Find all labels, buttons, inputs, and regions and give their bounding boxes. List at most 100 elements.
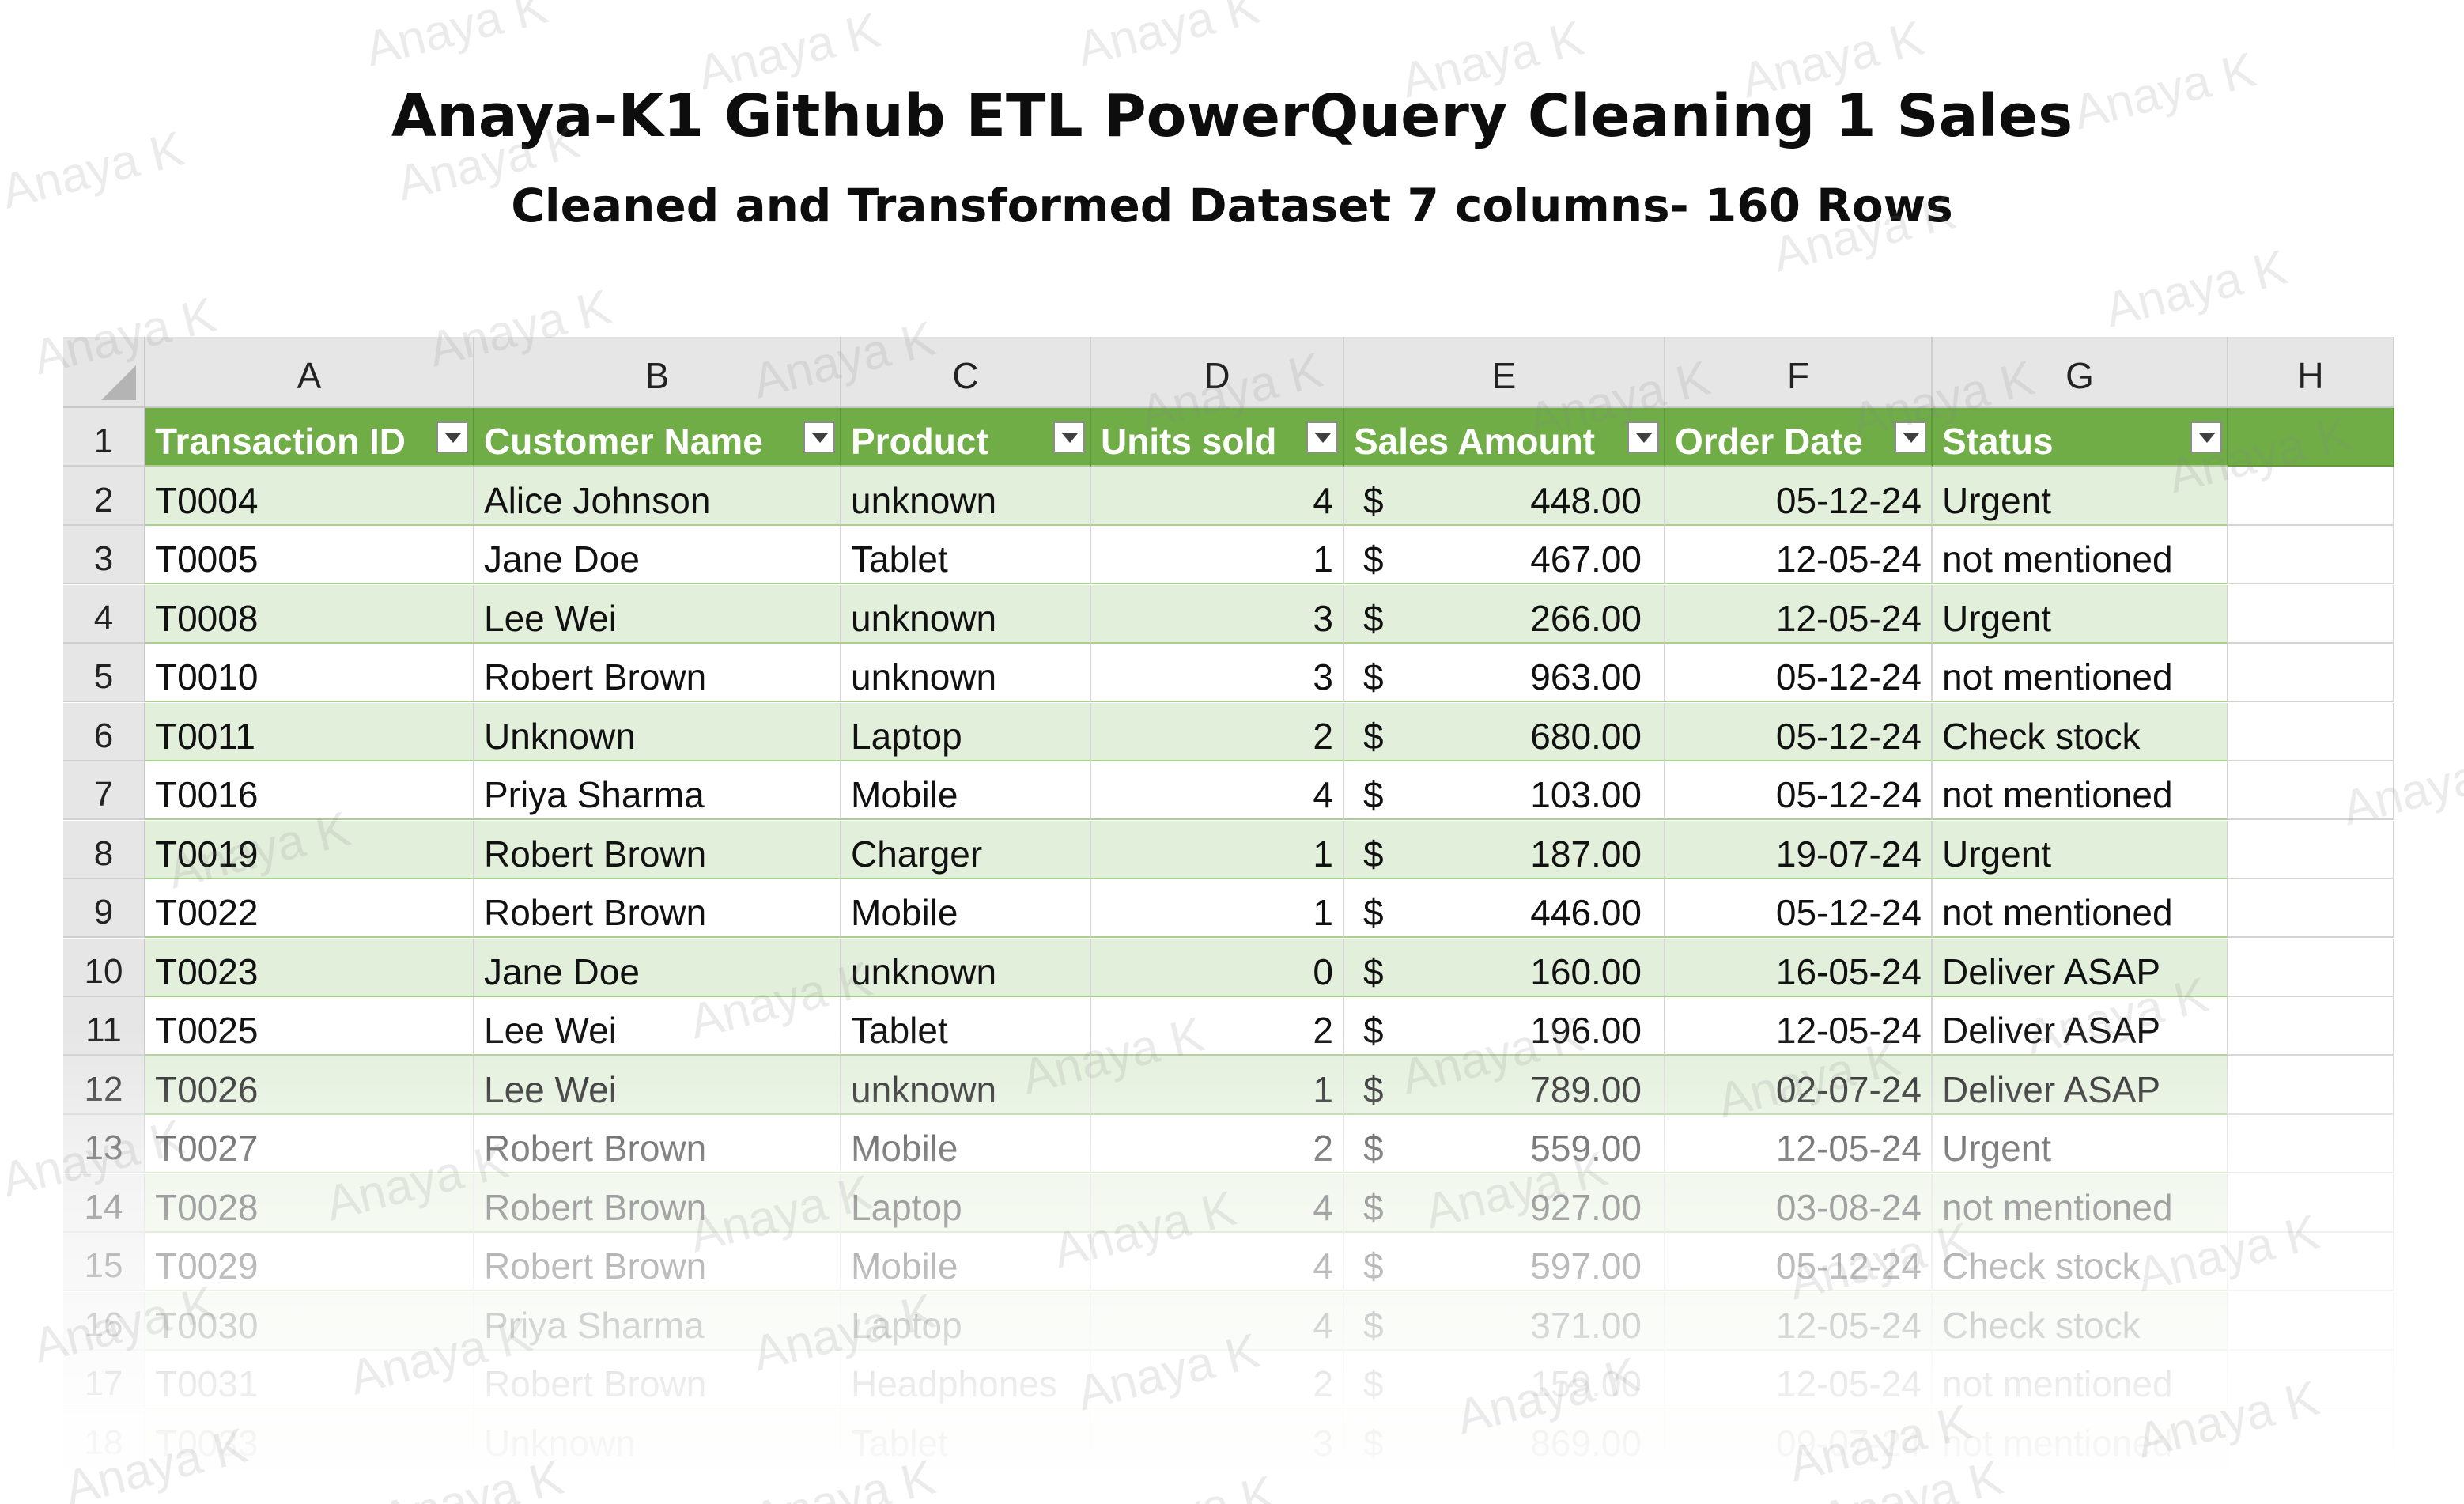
cell-customer-name[interactable]: Robert Brown	[474, 820, 841, 879]
cell-customer-name[interactable]: Robert Brown	[474, 1233, 841, 1291]
cell-transaction-id[interactable]: T0004	[145, 467, 474, 526]
cell-product[interactable]: Mobile	[841, 761, 1091, 820]
empty-cell[interactable]	[2228, 702, 2394, 761]
cell-transaction-id[interactable]: T0011	[145, 702, 474, 761]
column-letter-g[interactable]: G	[1933, 337, 2228, 406]
row-number[interactable]: 16	[63, 1291, 145, 1351]
cell-sales-amount[interactable]: $196.00	[1344, 997, 1665, 1056]
empty-cell[interactable]	[2228, 879, 2394, 938]
cell-product[interactable]: unknown	[841, 467, 1091, 526]
row-number[interactable]: 13	[63, 1115, 145, 1173]
cell-units-sold[interactable]: 3	[1091, 584, 1344, 644]
column-letter-a[interactable]: A	[145, 337, 474, 406]
cell-units-sold[interactable]: 4	[1091, 467, 1344, 526]
cell-customer-name[interactable]: Robert Brown	[474, 1351, 841, 1409]
cell-units-sold[interactable]: 2	[1091, 997, 1344, 1056]
cell-units-sold[interactable]: 2	[1091, 1115, 1344, 1173]
cell-status[interactable]: Urgent	[1933, 584, 2228, 644]
cell-sales-amount[interactable]: $680.00	[1344, 702, 1665, 761]
cell-transaction-id[interactable]: T0033	[145, 1409, 474, 1468]
cell-transaction-id[interactable]: T0016	[145, 761, 474, 820]
empty-cell[interactable]	[2228, 1351, 2394, 1409]
filter-dropdown-icon[interactable]	[1895, 421, 1926, 453]
row-number[interactable]: 4	[63, 584, 145, 644]
cell-transaction-id[interactable]: T0025	[145, 997, 474, 1056]
empty-cell[interactable]	[2228, 408, 2394, 467]
cell-product[interactable]: Charger	[841, 820, 1091, 879]
cell-sales-amount[interactable]: $103.00	[1344, 761, 1665, 820]
cell-transaction-id[interactable]: T0022	[145, 879, 474, 938]
row-number[interactable]: 7	[63, 761, 145, 820]
cell-transaction-id[interactable]: T0030	[145, 1291, 474, 1351]
row-number[interactable]: 14	[63, 1173, 145, 1233]
cell-sales-amount[interactable]: $160.00	[1344, 938, 1665, 997]
row-number[interactable]: 9	[63, 879, 145, 938]
cell-status[interactable]: Deliver ASAP	[1933, 997, 2228, 1056]
row-number[interactable]: 17	[63, 1351, 145, 1409]
header-cell-customer-name[interactable]: Customer Name	[474, 408, 841, 467]
cell-order-date[interactable]: 12-05-24	[1665, 1291, 1933, 1351]
row-number[interactable]: 1	[63, 408, 145, 467]
filter-dropdown-icon[interactable]	[436, 421, 468, 453]
cell-transaction-id[interactable]: T0026	[145, 1056, 474, 1115]
cell-order-date[interactable]: 05-12-24	[1665, 644, 1933, 702]
cell-product[interactable]: Tablet	[841, 526, 1091, 584]
cell-status[interactable]: Check stock	[1933, 1233, 2228, 1291]
cell-order-date[interactable]: 05-12-24	[1665, 467, 1933, 526]
cell-sales-amount[interactable]: $597.00	[1344, 1233, 1665, 1291]
cell-order-date[interactable]: 12-05-24	[1665, 1115, 1933, 1173]
cell-transaction-id[interactable]: T0027	[145, 1115, 474, 1173]
header-cell-transaction-id[interactable]: Transaction ID	[145, 408, 474, 467]
cell-status[interactable]: not mentioned	[1933, 1409, 2228, 1468]
column-letter-f[interactable]: F	[1665, 337, 1933, 406]
cell-order-date[interactable]: 02-07-24	[1665, 1056, 1933, 1115]
empty-cell[interactable]	[2228, 467, 2394, 526]
cell-status[interactable]: Check stock	[1933, 702, 2228, 761]
cell-sales-amount[interactable]: $869.00	[1344, 1409, 1665, 1468]
row-number[interactable]: 6	[63, 702, 145, 761]
cell-customer-name[interactable]: Robert Brown	[474, 644, 841, 702]
cell-product[interactable]: unknown	[841, 1056, 1091, 1115]
cell-units-sold[interactable]: 2	[1091, 702, 1344, 761]
row-number[interactable]: 2	[63, 467, 145, 526]
empty-cell[interactable]	[2228, 1291, 2394, 1351]
cell-units-sold[interactable]: 4	[1091, 1291, 1344, 1351]
cell-units-sold[interactable]: 2	[1091, 1351, 1344, 1409]
cell-product[interactable]: Laptop	[841, 1291, 1091, 1351]
cell-transaction-id[interactable]: T0005	[145, 526, 474, 584]
cell-status[interactable]: not mentioned	[1933, 1173, 2228, 1233]
header-cell-sales-amount[interactable]: Sales Amount	[1344, 408, 1665, 467]
cell-order-date[interactable]: 09-07-24	[1665, 1409, 1933, 1468]
cell-customer-name[interactable]: Lee Wei	[474, 997, 841, 1056]
cell-product[interactable]: Tablet	[841, 997, 1091, 1056]
cell-order-date[interactable]: 16-05-24	[1665, 938, 1933, 997]
cell-transaction-id[interactable]: T0031	[145, 1351, 474, 1409]
cell-customer-name[interactable]: Robert Brown	[474, 1173, 841, 1233]
cell-sales-amount[interactable]: $446.00	[1344, 879, 1665, 938]
cell-status[interactable]: Urgent	[1933, 467, 2228, 526]
empty-cell[interactable]	[2228, 997, 2394, 1056]
cell-product[interactable]: Mobile	[841, 1115, 1091, 1173]
empty-cell[interactable]	[2228, 820, 2394, 879]
cell-transaction-id[interactable]: T0023	[145, 938, 474, 997]
cell-sales-amount[interactable]: $467.00	[1344, 526, 1665, 584]
column-letter-e[interactable]: E	[1344, 337, 1665, 406]
cell-customer-name[interactable]: Priya Sharma	[474, 761, 841, 820]
cell-order-date[interactable]: 12-05-24	[1665, 997, 1933, 1056]
cell-order-date[interactable]: 05-12-24	[1665, 879, 1933, 938]
cell-order-date[interactable]: 05-12-24	[1665, 761, 1933, 820]
cell-order-date[interactable]: 03-08-24	[1665, 1173, 1933, 1233]
cell-units-sold[interactable]: 4	[1091, 1173, 1344, 1233]
row-number[interactable]: 5	[63, 644, 145, 702]
empty-cell[interactable]	[2228, 1173, 2394, 1233]
cell-status[interactable]: not mentioned	[1933, 644, 2228, 702]
row-number[interactable]: 8	[63, 820, 145, 879]
cell-product[interactable]: Tablet	[841, 1409, 1091, 1468]
column-letter-b[interactable]: B	[474, 337, 841, 406]
cell-units-sold[interactable]: 1	[1091, 526, 1344, 584]
row-number[interactable]: 10	[63, 938, 145, 997]
cell-units-sold[interactable]: 1	[1091, 1056, 1344, 1115]
column-letter-h[interactable]: H	[2228, 337, 2394, 406]
cell-customer-name[interactable]: Priya Sharma	[474, 1291, 841, 1351]
row-number[interactable]: 11	[63, 997, 145, 1056]
